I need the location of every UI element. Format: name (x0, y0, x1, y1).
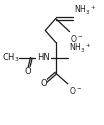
Text: O: O (40, 79, 47, 88)
Text: O: O (25, 68, 31, 76)
Text: O$^-$: O$^-$ (70, 33, 84, 44)
Text: NH$_3$$^+$: NH$_3$$^+$ (69, 42, 91, 55)
Text: NH$_3$$^+$: NH$_3$$^+$ (74, 4, 96, 17)
Text: CH$_3$: CH$_3$ (2, 52, 19, 64)
Text: HN: HN (37, 53, 50, 62)
Text: O$^-$: O$^-$ (69, 85, 82, 96)
